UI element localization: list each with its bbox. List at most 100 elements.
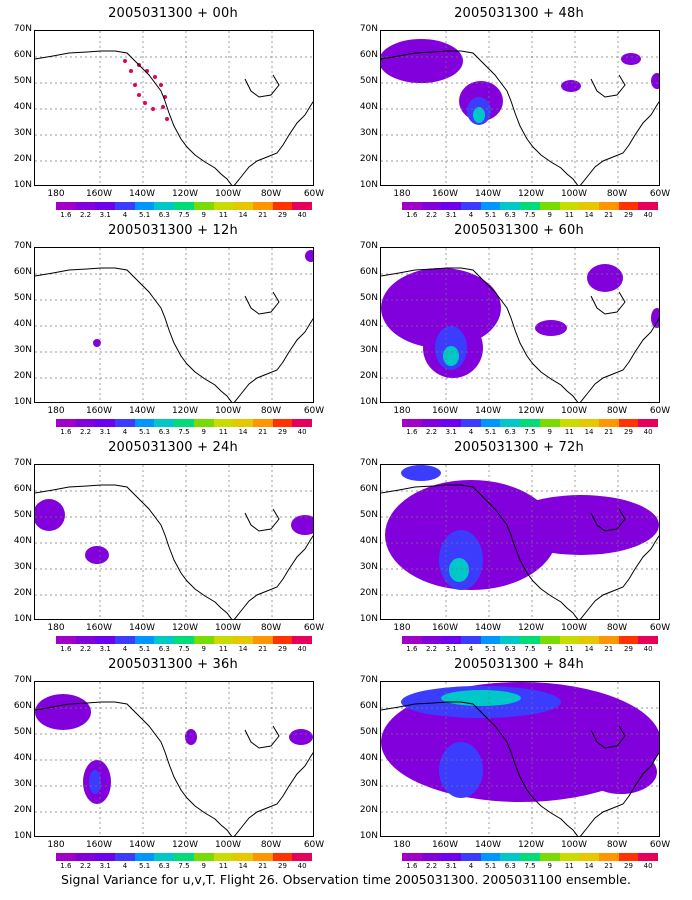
panel-24h: 2005031300 + 24h 70N 60N 50N 40N 30N 20N 10N 180…	[0, 434, 346, 653]
colorbar-swatch	[559, 853, 580, 861]
colorbar-label: 5.1	[139, 862, 151, 870]
map-svg	[35, 465, 313, 619]
lat-tick-label: 70N	[13, 241, 32, 251]
colorbar-swatch	[75, 853, 96, 861]
coastline	[35, 484, 233, 619]
colorbar-label: 14	[584, 862, 594, 870]
colorbar-swatch	[134, 202, 155, 210]
lat-tick-label: 60N	[359, 701, 378, 711]
coastline	[590, 291, 626, 315]
colorbar-label: 7.5	[178, 428, 190, 436]
colorbar-label: 9	[201, 428, 206, 436]
lon-tick-label: 80W	[260, 189, 282, 199]
coastline	[590, 725, 626, 749]
colorbar-label: 7.5	[524, 428, 536, 436]
lon-tick-label: 140W	[128, 623, 156, 633]
colorbar-swatch	[461, 202, 481, 210]
colorbar-swatch	[500, 853, 521, 861]
observation-dot	[137, 93, 141, 97]
colorbar-label: 1.6	[60, 862, 72, 870]
variance-region	[381, 39, 463, 83]
colorbar-label: 21	[258, 211, 268, 219]
colorbar-label: 4	[122, 862, 128, 870]
lat-tick-label: 20N	[13, 805, 32, 815]
lon-tick-label: 160W	[85, 623, 113, 633]
lat-tick-label: 50N	[13, 76, 32, 86]
variance-region	[503, 495, 659, 555]
colorbar-swatch	[292, 419, 312, 427]
lat-tick-label: 20N	[359, 371, 378, 381]
lon-tick-label: 160W	[431, 406, 459, 416]
lat-tick-label: 40N	[359, 319, 378, 329]
observation-dot	[153, 75, 157, 79]
lon-tick-label: 100W	[214, 189, 242, 199]
panel-title: 2005031300 + 24h	[108, 440, 238, 455]
coastline	[233, 535, 313, 619]
colorbar-swatch	[115, 202, 135, 210]
colorbar-swatch	[402, 202, 422, 210]
observation-dot	[123, 59, 127, 63]
colorbar	[402, 419, 658, 427]
colorbar-swatch	[115, 636, 135, 644]
lon-tick-label: 120W	[517, 406, 545, 416]
colorbar-swatch	[233, 636, 253, 644]
lon-tick-label: 140W	[474, 623, 502, 633]
lon-tick-label: 120W	[171, 406, 199, 416]
colorbar-swatch	[213, 636, 234, 644]
colorbar-swatch	[500, 202, 521, 210]
colorbar-label: 1.6	[406, 211, 418, 219]
colorbar-swatch	[402, 419, 422, 427]
coastline	[35, 50, 233, 185]
colorbar-swatch	[500, 636, 521, 644]
colorbar-swatch	[559, 636, 580, 644]
coastline	[244, 74, 280, 98]
lon-tick-label: 180	[47, 623, 65, 633]
colorbar-swatch	[134, 419, 155, 427]
colorbar-label: 5.1	[485, 428, 497, 436]
colorbar-label: 5.1	[485, 211, 497, 219]
colorbar-swatch	[461, 853, 481, 861]
colorbar-label: 21	[604, 645, 614, 653]
colorbar-label: 1.6	[406, 862, 418, 870]
observation-dot	[143, 101, 147, 105]
colorbar-label: 1.6	[406, 645, 418, 653]
colorbar-swatch	[154, 419, 175, 427]
lon-tick-label: 100W	[560, 623, 588, 633]
coastline	[35, 267, 233, 402]
panel-title: 2005031300 + 48h	[454, 6, 584, 21]
colorbar-label: 7.5	[178, 211, 190, 219]
variance-region	[587, 264, 623, 292]
coastline	[579, 535, 659, 619]
colorbar-label: 14	[238, 862, 248, 870]
panel-72h: 2005031300 + 72h 70N 60N 50N 40N 30N 20N 10N 180…	[346, 434, 692, 653]
variance-region	[651, 73, 659, 89]
colorbar-label: 29	[277, 862, 287, 870]
colorbar-swatch	[598, 419, 619, 427]
colorbar-swatch	[638, 853, 658, 861]
colorbar-label: 6.3	[504, 211, 516, 219]
colorbar-swatch	[579, 853, 599, 861]
lat-tick-label: 30N	[13, 345, 32, 355]
colorbar-swatch	[598, 636, 619, 644]
lat-tick-label: 40N	[359, 753, 378, 763]
coastline	[244, 291, 280, 315]
colorbar-swatch	[272, 202, 293, 210]
colorbar-label: 21	[258, 428, 268, 436]
panel-36h: 2005031300 + 36h 70N 60N 50N 40N 30N 20N 10N 180…	[0, 651, 346, 870]
colorbar-label: 1.6	[406, 428, 418, 436]
colorbar-swatch	[461, 636, 481, 644]
lon-tick-label: 100W	[214, 623, 242, 633]
lat-tick-label: 50N	[13, 293, 32, 303]
colorbar-label: 6.3	[158, 645, 170, 653]
lat-tick-label: 30N	[359, 562, 378, 572]
lat-tick-label: 60N	[359, 50, 378, 60]
variance-region	[443, 346, 459, 366]
colorbar-label: 9	[201, 862, 206, 870]
colorbar-swatch	[56, 419, 76, 427]
colorbar-label: 5.1	[139, 211, 151, 219]
lat-tick-label: 40N	[359, 102, 378, 112]
lat-tick-label: 30N	[13, 779, 32, 789]
coastline	[233, 101, 313, 185]
colorbar-swatch	[272, 636, 293, 644]
colorbar-label: 2.2	[425, 862, 438, 870]
